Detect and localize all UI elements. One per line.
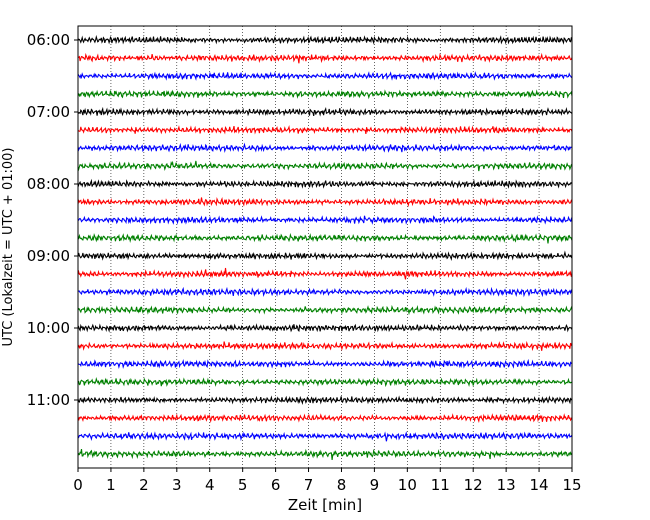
seismic-trace <box>78 358 572 369</box>
seismic-trace <box>77 106 573 117</box>
seismic-trace <box>77 377 573 388</box>
x-tick-label: 15 <box>562 476 581 494</box>
y-tick-label: 08:00 <box>27 175 70 193</box>
x-tick-label: 9 <box>370 476 380 494</box>
seismic-trace <box>77 340 573 352</box>
x-tick-label: 14 <box>530 476 549 494</box>
y-tick-label: 09:00 <box>27 247 70 265</box>
x-tick-label: 4 <box>205 476 215 494</box>
seismic-trace <box>77 286 573 298</box>
y-tick-label: 10:00 <box>27 319 70 337</box>
seismic-trace <box>77 142 573 153</box>
seismic-trace <box>78 52 573 64</box>
y-tick-label: 06:00 <box>27 31 70 49</box>
x-axis: 0 1 2 3 4 5 6 7 8 9 10 11 12 13 14 15 <box>73 468 582 494</box>
y-axis-label: UTC (Lokalzeit = UTC + 01:00) <box>1 148 16 347</box>
x-tick-label: 8 <box>337 476 347 494</box>
y-tick-label: 07:00 <box>27 103 70 121</box>
y-axis: 06:00 07:00 08:00 09:00 10:00 11:00 <box>27 31 78 409</box>
seismic-trace <box>77 71 573 81</box>
x-tick-label: 6 <box>271 476 281 494</box>
seismic-trace <box>77 196 573 208</box>
x-tick-label: 1 <box>106 476 116 494</box>
x-tick-label: 5 <box>238 476 248 494</box>
seismic-trace <box>77 232 573 244</box>
seismic-trace <box>77 250 573 261</box>
seismic-trace <box>77 215 573 225</box>
seismic-trace <box>77 34 573 45</box>
x-axis-label: Zeit [min] <box>288 496 362 514</box>
seismic-trace <box>77 448 573 460</box>
x-tick-label: 13 <box>497 476 516 494</box>
x-tick-label: 12 <box>464 476 483 494</box>
y-tick-label: 11:00 <box>27 391 70 409</box>
seismic-trace <box>77 160 573 172</box>
traces <box>77 34 573 460</box>
seismic-trace <box>77 89 573 100</box>
x-tick-label: 11 <box>431 476 450 494</box>
seismic-trace <box>77 395 573 405</box>
seismic-trace <box>77 178 573 189</box>
seismic-trace <box>77 304 573 316</box>
plot-frame <box>77 25 573 469</box>
x-tick-label: 10 <box>398 476 417 494</box>
x-tick-label: 0 <box>73 476 83 494</box>
seismic-trace <box>77 124 573 135</box>
seismic-trace <box>77 267 573 280</box>
seismic-trace <box>77 413 573 423</box>
x-tick-label: 3 <box>172 476 182 494</box>
x-tick-label: 2 <box>139 476 149 494</box>
x-tick-label: 7 <box>304 476 314 494</box>
seismic-trace <box>77 323 573 333</box>
seismic-trace <box>77 431 573 442</box>
